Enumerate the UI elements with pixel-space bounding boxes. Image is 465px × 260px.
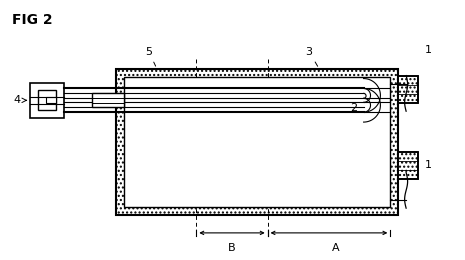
Text: 3: 3 bbox=[306, 47, 318, 66]
Text: B: B bbox=[228, 243, 236, 253]
Text: 1: 1 bbox=[425, 45, 432, 55]
Text: FIG 2: FIG 2 bbox=[13, 13, 53, 27]
Bar bbox=[92, 93, 124, 107]
Text: 1: 1 bbox=[425, 160, 432, 170]
Bar bbox=[398, 76, 418, 103]
Text: 5: 5 bbox=[146, 47, 156, 66]
Bar bbox=[116, 69, 398, 215]
Text: A: A bbox=[332, 243, 340, 253]
Bar bbox=[30, 82, 64, 118]
Bar bbox=[124, 77, 390, 207]
Text: 2: 2 bbox=[350, 103, 357, 113]
Bar bbox=[38, 90, 56, 110]
Bar bbox=[398, 152, 418, 179]
Text: 4: 4 bbox=[13, 95, 27, 105]
Bar bbox=[398, 76, 418, 103]
Bar bbox=[398, 152, 418, 179]
Bar bbox=[46, 97, 56, 103]
